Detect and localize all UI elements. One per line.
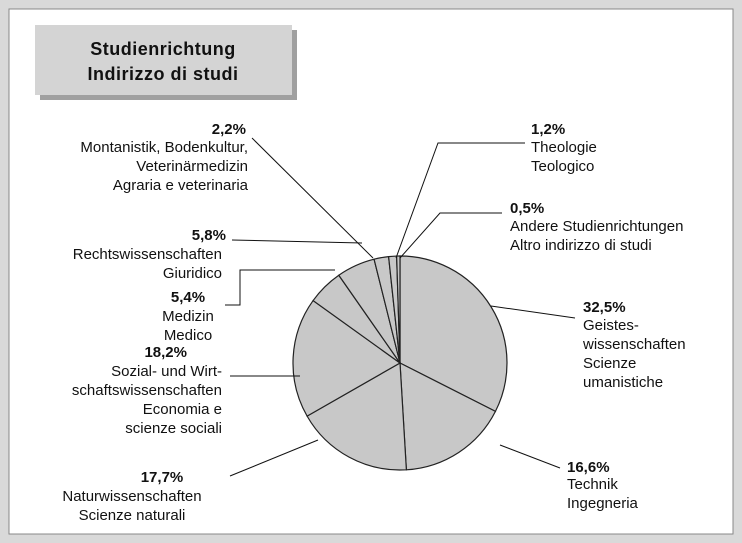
chart-title: Indirizzo di studi bbox=[88, 64, 239, 84]
value-label: 1,2% bbox=[531, 121, 565, 138]
category-label: Economia e bbox=[143, 401, 222, 418]
value-label: 0,5% bbox=[510, 200, 544, 217]
leader-line bbox=[231, 239, 363, 244]
category-label: scienze sociali bbox=[125, 420, 222, 437]
leader-line bbox=[229, 439, 319, 477]
category-label: Veterinärmedizin bbox=[136, 158, 248, 175]
pie-slice bbox=[399, 361, 497, 471]
category-label: Andere Studienrichtungen bbox=[510, 218, 683, 235]
category-label: Medizin bbox=[162, 308, 214, 325]
category-label: Rechtswissenschaften bbox=[73, 246, 222, 263]
chart-title: Studienrichtung bbox=[90, 39, 236, 59]
category-label: Teologico bbox=[531, 158, 594, 175]
leader-line bbox=[395, 142, 525, 259]
pie-slice bbox=[292, 299, 402, 417]
category-label: umanistiche bbox=[583, 374, 663, 391]
value-label: 5,4% bbox=[171, 289, 205, 306]
value-label: 5,8% bbox=[192, 227, 226, 244]
pie-slice bbox=[306, 361, 408, 471]
category-label: Giuridico bbox=[163, 265, 222, 282]
category-label: Medico bbox=[164, 327, 212, 344]
leader-line bbox=[225, 269, 335, 306]
value-label: 32,5% bbox=[583, 299, 626, 316]
category-label: Scienze bbox=[583, 355, 636, 372]
value-label: 2,2% bbox=[212, 121, 246, 138]
value-label: 17,7% bbox=[141, 469, 184, 486]
value-label: 18,2% bbox=[144, 344, 187, 361]
leader-line bbox=[490, 305, 576, 319]
category-label: Scienze naturali bbox=[79, 507, 186, 524]
category-label: wissenschaften bbox=[582, 336, 686, 353]
leader-line bbox=[399, 212, 502, 259]
leader-line bbox=[251, 137, 374, 259]
category-label: Agraria e veterinaria bbox=[113, 177, 249, 194]
category-label: Ingegneria bbox=[567, 495, 639, 512]
pie-slice bbox=[399, 255, 508, 413]
category-label: Theologie bbox=[531, 139, 597, 156]
category-label: schaftswissenschaften bbox=[72, 382, 222, 399]
title-box bbox=[35, 25, 292, 95]
category-label: Sozial- und Wirt- bbox=[111, 363, 222, 380]
category-label: Altro indirizzo di studi bbox=[510, 237, 652, 254]
category-label: Technik bbox=[567, 476, 618, 493]
leader-line bbox=[499, 444, 561, 469]
value-label: 16,6% bbox=[567, 459, 610, 476]
category-label: Geistes- bbox=[583, 317, 639, 334]
category-label: Naturwissenschaften bbox=[62, 488, 201, 505]
category-label: Montanistik, Bodenkultur, bbox=[80, 139, 248, 156]
